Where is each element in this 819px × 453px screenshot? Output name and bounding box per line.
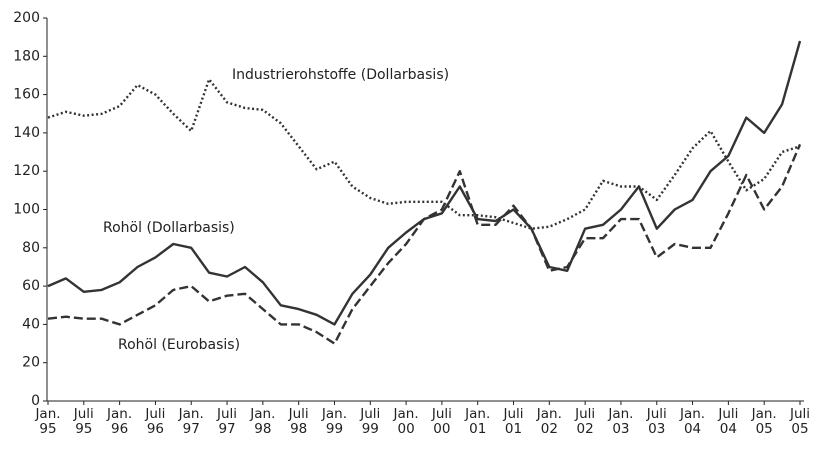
x-tick-label: Juli 98 bbox=[288, 406, 309, 437]
x-tick-label: Juli 05 bbox=[789, 406, 811, 437]
x-tick-label: Jan. 95 bbox=[35, 406, 61, 437]
y-tick-label: 180 bbox=[13, 48, 40, 64]
x-tick-label: Jan. 02 bbox=[536, 406, 562, 437]
x-tick-label: Juli 03 bbox=[646, 406, 667, 437]
y-tick-label: 0 bbox=[31, 393, 40, 409]
series-label: Industrierohstoffe (Dollarbasis) bbox=[232, 67, 449, 83]
x-tick-label: Juli 02 bbox=[575, 406, 596, 437]
y-tick-label: 60 bbox=[22, 278, 40, 294]
x-tick-label: Juli 95 bbox=[73, 406, 94, 437]
x-tick-label: Juli 97 bbox=[217, 406, 238, 437]
line-series bbox=[47, 143, 802, 345]
x-tick-label: Jan. 99 bbox=[321, 406, 348, 437]
x-tick-label: Jan. 05 bbox=[751, 406, 777, 437]
series-label: Rohöl (Eurobasis) bbox=[118, 337, 240, 353]
x-tick-label: Jan. 00 bbox=[393, 406, 419, 437]
x-tick-label: Juli 99 bbox=[360, 406, 381, 437]
x-tick-label: Juli 00 bbox=[431, 406, 452, 437]
line-series bbox=[47, 78, 801, 230]
y-tick-label: 160 bbox=[13, 87, 40, 103]
x-tick-label: Jan. 96 bbox=[107, 406, 133, 437]
x-tick-label: Jan. 03 bbox=[608, 406, 634, 437]
y-tick-label: 40 bbox=[22, 316, 40, 332]
series-label: Rohöl (Dollarbasis) bbox=[103, 220, 235, 236]
y-tick-label: 100 bbox=[13, 202, 40, 218]
x-tick-label: Jan. 04 bbox=[680, 406, 706, 437]
x-tick-label: Juli 96 bbox=[145, 406, 166, 437]
y-tick-label: 80 bbox=[22, 240, 40, 256]
y-tick-label: 20 bbox=[22, 355, 40, 371]
x-tick-label: Jan. 97 bbox=[178, 406, 204, 437]
y-tick-label: 200 bbox=[13, 10, 40, 26]
x-tick-label: Juli 04 bbox=[718, 406, 739, 437]
x-tick-label: Jan. 01 bbox=[465, 406, 491, 437]
line-series bbox=[47, 40, 802, 326]
x-tick-label: Juli 01 bbox=[503, 406, 524, 437]
y-tick-label: 120 bbox=[13, 163, 40, 179]
x-tick-label: Jan. 98 bbox=[250, 406, 276, 437]
y-tick-label: 140 bbox=[13, 125, 40, 141]
